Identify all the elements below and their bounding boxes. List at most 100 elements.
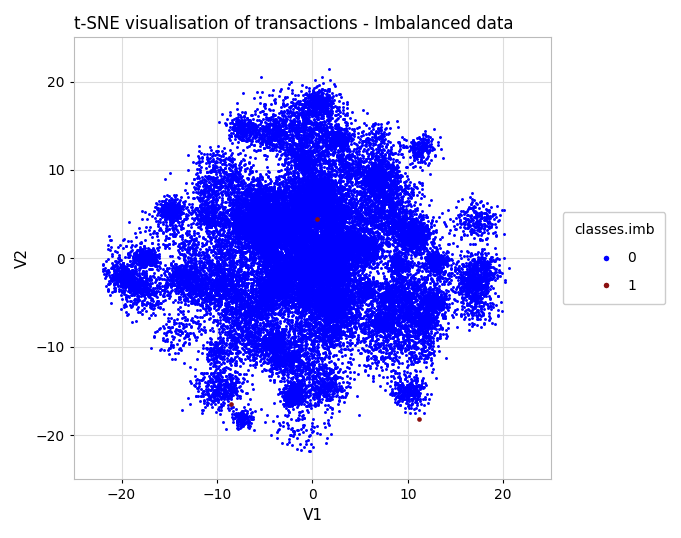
Point [217, 175, 228, 183]
Point [255, 207, 266, 216]
Point [425, 252, 436, 260]
Point [214, 345, 225, 354]
Point [230, 320, 241, 329]
Point [151, 259, 161, 267]
Point [422, 230, 432, 238]
Point [385, 322, 396, 331]
Point [277, 280, 288, 289]
Point [227, 302, 238, 311]
Point [336, 259, 347, 267]
Point [195, 214, 206, 223]
Point [238, 294, 249, 303]
Point [320, 288, 331, 296]
Point [302, 277, 313, 285]
Point [193, 275, 204, 284]
Point [332, 239, 343, 248]
Point [397, 238, 408, 247]
Point [319, 181, 330, 190]
Point [228, 216, 239, 225]
Point [387, 346, 398, 355]
Point [319, 166, 330, 175]
Point [246, 269, 257, 278]
Point [257, 230, 268, 239]
Point [345, 234, 356, 243]
Point [191, 220, 202, 228]
Point [341, 185, 352, 193]
Point [331, 227, 342, 236]
Point [319, 297, 330, 306]
Point [325, 196, 336, 204]
Point [326, 293, 337, 302]
Point [291, 347, 302, 356]
Point [315, 255, 326, 264]
Point [255, 180, 266, 188]
Point [330, 217, 340, 225]
Point [279, 285, 290, 294]
Point [266, 242, 277, 250]
Point [308, 111, 319, 120]
Point [268, 199, 279, 208]
Point [305, 297, 316, 306]
Point [274, 267, 285, 275]
Point [212, 379, 223, 388]
Point [268, 348, 279, 356]
Point [319, 194, 330, 202]
Point [310, 246, 321, 255]
Point [338, 223, 349, 231]
Point [148, 254, 159, 263]
Point [290, 204, 301, 213]
Point [308, 296, 319, 305]
Point [353, 246, 364, 255]
Point [221, 167, 232, 176]
Point [302, 163, 313, 172]
Point [216, 281, 227, 289]
Point [298, 225, 309, 234]
Point [179, 241, 190, 250]
Point [264, 357, 274, 366]
Point [266, 138, 276, 146]
Point [308, 240, 319, 249]
Point [375, 341, 385, 349]
Point [264, 256, 274, 264]
Point [279, 228, 289, 236]
Point [289, 206, 300, 215]
Point [285, 414, 296, 423]
Point [305, 270, 316, 279]
Point [238, 221, 249, 230]
Point [264, 214, 274, 223]
Point [461, 270, 472, 278]
Point [475, 265, 486, 274]
Point [358, 287, 368, 296]
Point [148, 249, 159, 258]
Point [273, 250, 284, 259]
Point [311, 231, 321, 239]
Point [387, 327, 398, 336]
Point [341, 389, 352, 398]
Point [310, 307, 321, 316]
Point [317, 257, 328, 266]
Point [313, 306, 324, 314]
Point [229, 251, 240, 260]
Point [255, 237, 266, 246]
Point [168, 341, 178, 349]
Point [202, 193, 212, 201]
Point [402, 337, 413, 345]
Point [375, 321, 385, 329]
Point [322, 203, 333, 211]
Point [442, 254, 453, 263]
Point [246, 283, 257, 292]
Point [279, 244, 290, 253]
Point [212, 376, 223, 385]
Point [306, 265, 317, 273]
Point [291, 145, 302, 153]
Point [385, 192, 396, 201]
Point [307, 268, 318, 277]
Point [317, 168, 328, 177]
Point [385, 272, 396, 280]
Point [173, 273, 184, 282]
Point [302, 100, 313, 108]
Point [336, 320, 347, 329]
Point [294, 384, 305, 392]
Point [208, 268, 219, 277]
Point [361, 222, 372, 230]
